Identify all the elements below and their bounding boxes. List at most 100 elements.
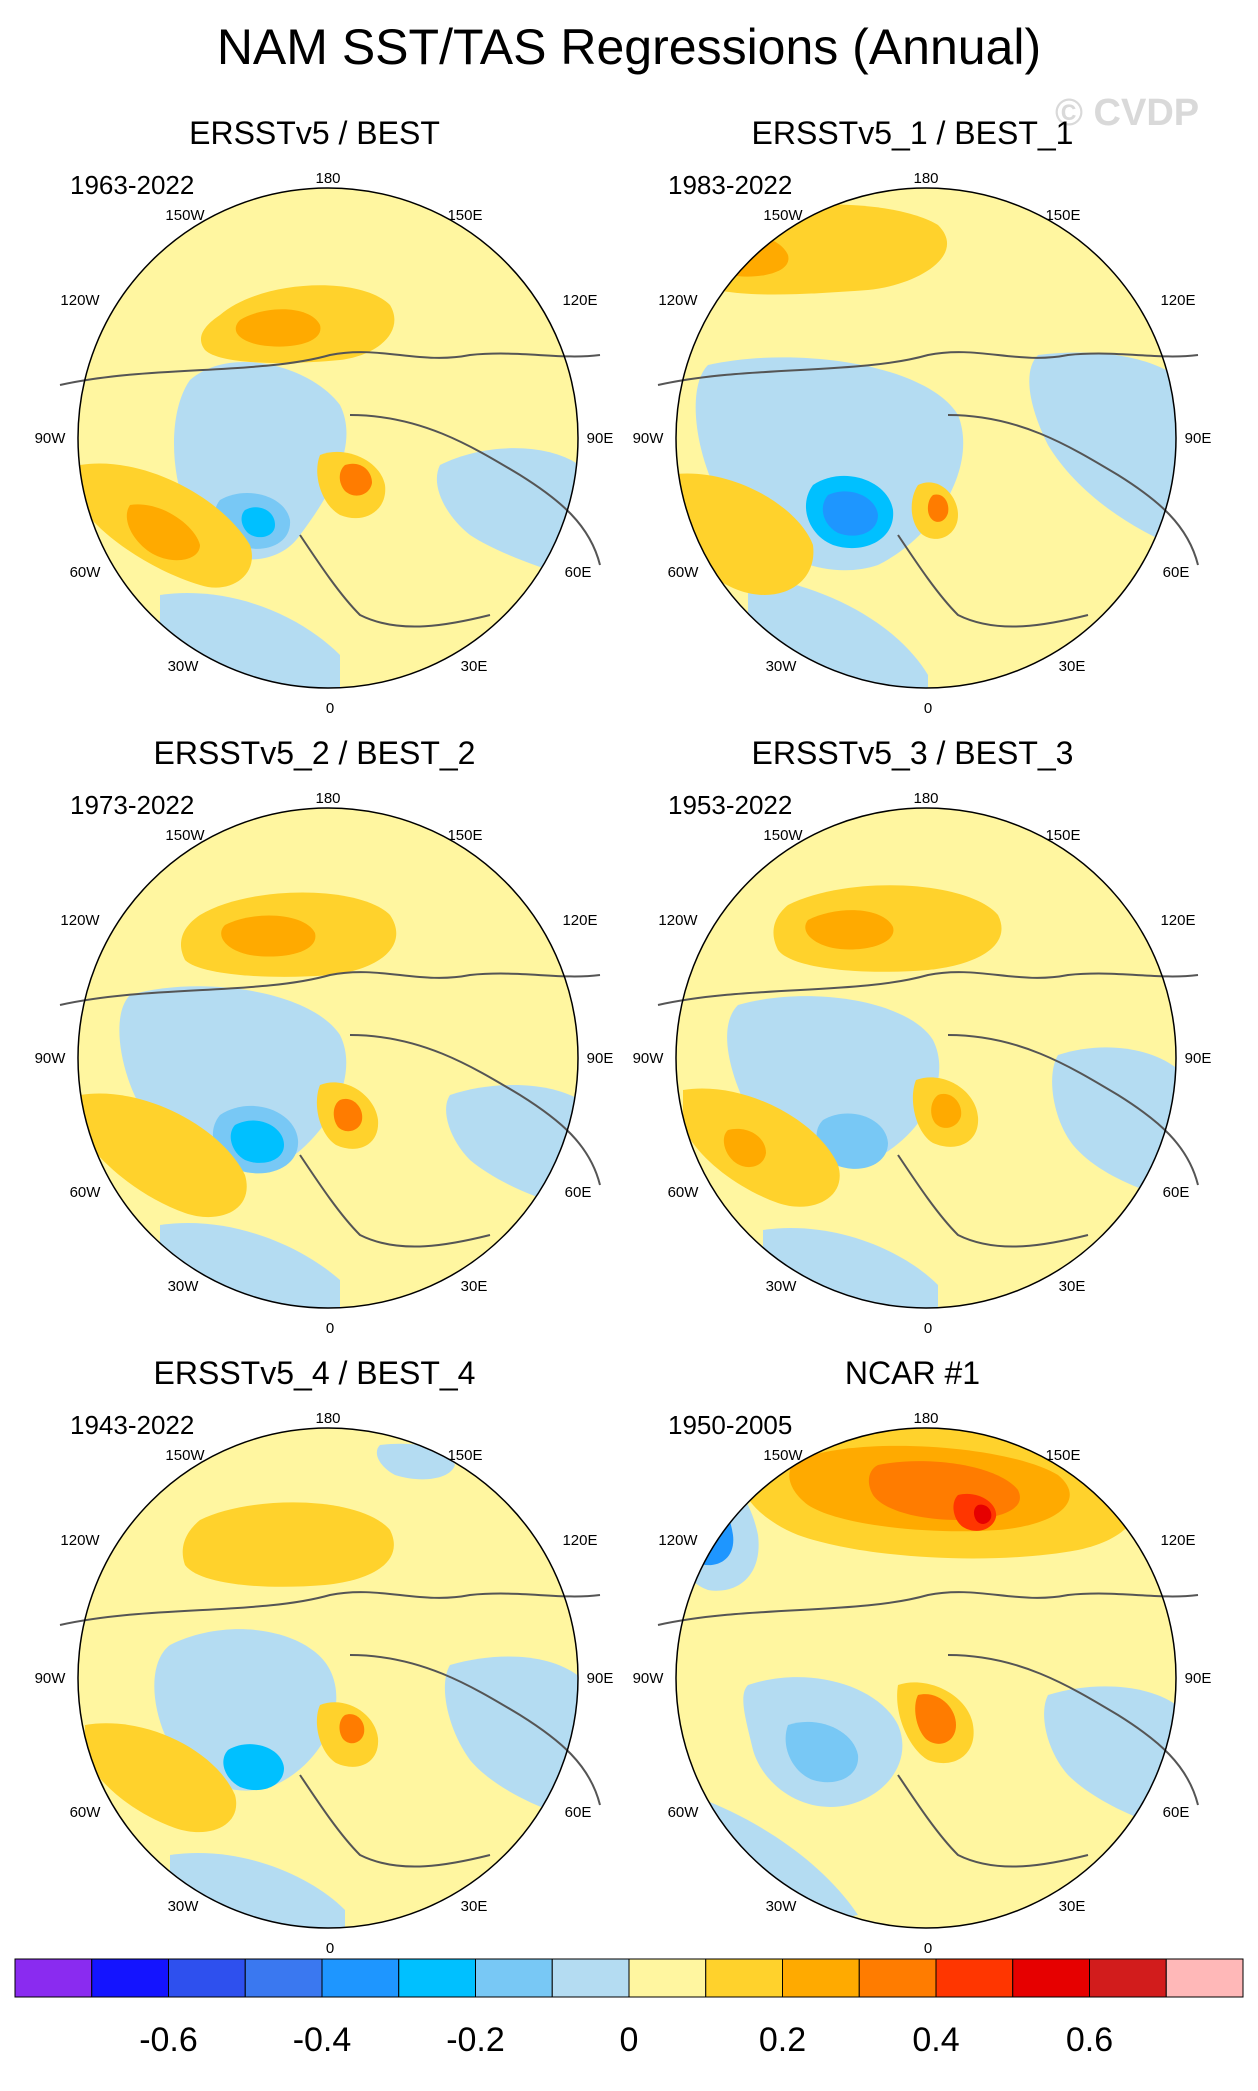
colorbar-label: 0.4: [912, 2021, 959, 2059]
lon-label: 120E: [562, 1532, 597, 1549]
lon-label: 30E: [461, 1278, 488, 1295]
positive-core: [333, 1098, 363, 1132]
colorbar-label: 0.2: [759, 2021, 806, 2059]
lon-label: 30E: [461, 1898, 488, 1915]
lon-label: 30W: [168, 658, 200, 675]
positive-core: [973, 1504, 992, 1524]
lon-label: 150E: [447, 1447, 482, 1464]
colorbar-cell: [14, 1958, 93, 1998]
lon-label: 30W: [766, 1278, 798, 1295]
panel-title: ERSSTv5 / BEST: [189, 115, 440, 151]
lon-label: 120W: [658, 1532, 698, 1549]
coastline: [897, 1154, 1089, 1248]
coastline: [349, 1654, 601, 1806]
lon-label: 60W: [70, 1804, 102, 1821]
map-panel-4: ERSSTv5_3 / BEST_3 1953-2022 180 150E 12…: [598, 735, 1227, 1355]
map-boundary: [77, 1427, 579, 1929]
panel-title: ERSSTv5_1 / BEST_1: [751, 115, 1074, 151]
lon-label: 150E: [1045, 1447, 1080, 1464]
lon-label: 120W: [658, 292, 698, 309]
negative-region: [676, 1453, 759, 1591]
negative-region: [170, 1853, 345, 1928]
colorbar-cell: [858, 1958, 937, 1998]
lon-label: 90E: [587, 430, 614, 447]
lon-label: 120E: [1160, 912, 1195, 929]
lon-label: 120E: [1160, 292, 1195, 309]
lon-label: 0: [326, 1320, 334, 1337]
positive-core: [339, 1714, 365, 1744]
lon-label: 150W: [165, 207, 205, 224]
panel-title: ERSSTv5_2 / BEST_2: [153, 735, 476, 771]
colorbar-cell: [782, 1958, 860, 1998]
panel-years: 1943-2022: [70, 1410, 195, 1440]
coastline: [59, 1591, 601, 1626]
colorbar-cell: [1012, 1958, 1090, 1998]
coastline: [349, 1034, 601, 1186]
lon-label: 0: [326, 1940, 334, 1957]
map-boundary: [675, 1427, 1177, 1929]
lon-label: 60E: [565, 1804, 592, 1821]
colorbar-label: -0.2: [446, 2021, 505, 2059]
lon-label: 180: [315, 790, 340, 807]
lon-label: 90W: [35, 1050, 67, 1067]
negative-core: [822, 491, 878, 536]
lon-label: 120W: [658, 912, 698, 929]
lon-label: 30E: [1059, 658, 1086, 675]
lon-label: 180: [315, 170, 340, 187]
lon-label: 60E: [1163, 1184, 1190, 1201]
lon-label: 60W: [668, 1184, 700, 1201]
map-boundary: [675, 807, 1177, 1309]
cvdp-watermark: © CVDP: [1055, 92, 1200, 134]
coastline: [897, 1774, 1089, 1868]
lon-label: 90W: [35, 430, 67, 447]
coastline: [657, 971, 1199, 1006]
lon-label: 150E: [447, 827, 482, 844]
colorbar-cell: [244, 1958, 323, 1998]
map-panel-3: ERSSTv5_2 / BEST_2 1973-2022 180 150E 12…: [0, 735, 629, 1355]
positive-region: [80, 1093, 247, 1218]
positive-core: [723, 1128, 766, 1168]
coastline: [349, 414, 601, 566]
positive-core: [805, 910, 894, 950]
positive-core: [126, 504, 200, 561]
lon-label: 60W: [70, 564, 102, 581]
positive-core: [235, 309, 321, 347]
lon-label: 120E: [562, 912, 597, 929]
colorbar-label: 0: [620, 2021, 639, 2059]
map-panel-6: NCAR #1 1950-2005 180 150E 120E 90E: [598, 1355, 1227, 1975]
coastline: [59, 971, 601, 1006]
colorbar-cell: [1089, 1958, 1167, 1998]
colorbar-cell: [1165, 1958, 1244, 1998]
lon-label: 60E: [565, 1184, 592, 1201]
positive-core: [915, 1694, 956, 1744]
colorbar-label: 0.6: [1066, 2021, 1113, 2059]
lon-label: 150E: [1045, 207, 1080, 224]
colorbar-cell: [475, 1958, 553, 1998]
lon-label: 120E: [562, 292, 597, 309]
polar-map: 180 150E 120E 90E 60E 30E 0 30W 60W 90W …: [35, 170, 614, 717]
colorbar-cell: [551, 1958, 630, 1998]
lon-label: 30E: [461, 658, 488, 675]
coastline: [897, 534, 1089, 628]
lon-label: 150W: [763, 207, 803, 224]
lon-label: 30E: [1059, 1278, 1086, 1295]
lon-label: 90E: [1185, 1050, 1212, 1067]
lon-label: 30W: [766, 658, 798, 675]
coastline: [59, 351, 601, 386]
lon-label: 60W: [70, 1184, 102, 1201]
colorbar: -0.6 -0.4 -0.2 0 0.2 0.4 0.6: [14, 1958, 1244, 2059]
lon-label: 60W: [668, 1804, 700, 1821]
colorbar-cell: [398, 1958, 476, 1998]
map-boundary: [77, 187, 579, 689]
lon-label: 150W: [165, 827, 205, 844]
colorbar-cell: [91, 1958, 169, 1998]
figure-title: NAM SST/TAS Regressions (Annual): [216, 19, 1042, 75]
panel-years: 1983-2022: [668, 170, 793, 200]
coastline: [947, 414, 1199, 566]
lon-label: 120W: [60, 292, 100, 309]
lon-label: 120W: [60, 912, 100, 929]
colorbar-label: -0.6: [139, 2021, 198, 2059]
lon-label: 150E: [1045, 827, 1080, 844]
lon-label: 180: [913, 1410, 938, 1427]
coastline: [947, 1034, 1199, 1186]
